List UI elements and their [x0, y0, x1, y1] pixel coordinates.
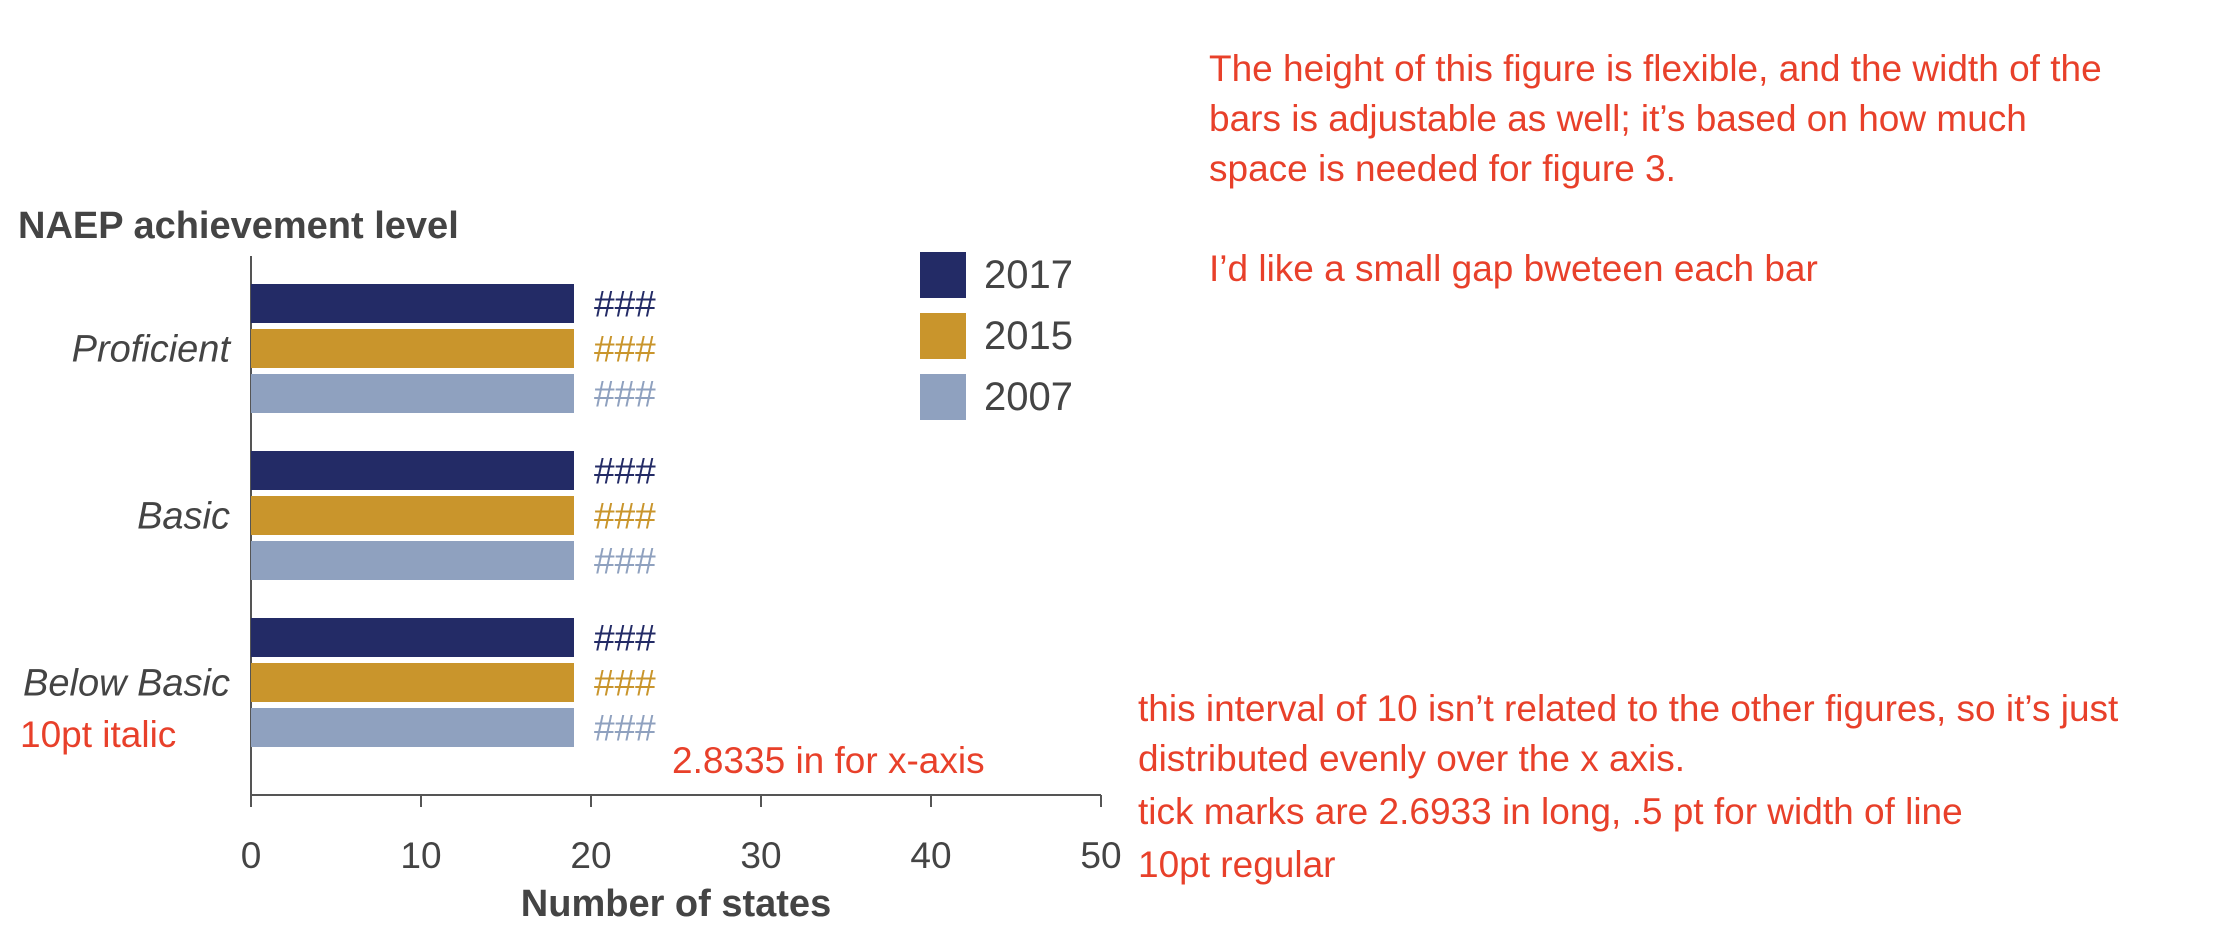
- x-tick-label: 10: [400, 835, 441, 876]
- bar: [251, 284, 574, 323]
- note-bar-gap: I’d like a small gap bweteen each bar: [1209, 248, 1818, 289]
- legend-swatch: [920, 252, 966, 298]
- legend-label: 2017: [984, 253, 1073, 297]
- bar-value-label: ###: [594, 663, 656, 704]
- note-regular-size: 10pt regular: [1138, 844, 1336, 885]
- bar-value-label: ###: [594, 374, 656, 415]
- bar-value-label: ###: [594, 708, 656, 749]
- note-italic-size: 10pt italic: [20, 714, 177, 755]
- chart-title: NAEP achievement level: [18, 205, 459, 247]
- legend-label: 2015: [984, 314, 1073, 358]
- note-tick-marks: tick marks are 2.6933 in long, .5 pt for…: [1138, 791, 1963, 832]
- x-axis-title: Number of states: [521, 883, 831, 925]
- bar: [251, 618, 574, 657]
- bar: [251, 374, 574, 413]
- category-label: Proficient: [72, 329, 232, 371]
- bar-value-label: ###: [594, 451, 656, 492]
- note-tick-interval: this interval of 10 isn’t related to the…: [1138, 688, 2119, 779]
- bar: [251, 329, 574, 368]
- legend-label: 2007: [984, 375, 1073, 419]
- bar: [251, 496, 574, 535]
- x-tick-label: 0: [241, 835, 262, 876]
- bar-value-label: ###: [594, 284, 656, 325]
- category-label: Below Basic: [23, 663, 230, 705]
- legend-swatch: [920, 374, 966, 420]
- x-tick-label: 20: [570, 835, 611, 876]
- category-label: Basic: [137, 496, 230, 538]
- bar-value-label: ###: [594, 496, 656, 537]
- legend-swatch: [920, 313, 966, 359]
- bar: [251, 708, 574, 747]
- bar-value-label: ###: [594, 541, 656, 582]
- bar: [251, 541, 574, 580]
- bar: [251, 663, 574, 702]
- bar-value-label: ###: [594, 618, 656, 659]
- x-tick-label: 40: [910, 835, 951, 876]
- note-figure-height: The height of this figure is flexible, a…: [1209, 48, 2102, 189]
- note-xaxis-length: 2.8335 in for x-axis: [672, 740, 985, 781]
- x-tick-label: 50: [1080, 835, 1121, 876]
- x-tick-label: 30: [740, 835, 781, 876]
- bar-value-label: ###: [594, 329, 656, 370]
- bar: [251, 451, 574, 490]
